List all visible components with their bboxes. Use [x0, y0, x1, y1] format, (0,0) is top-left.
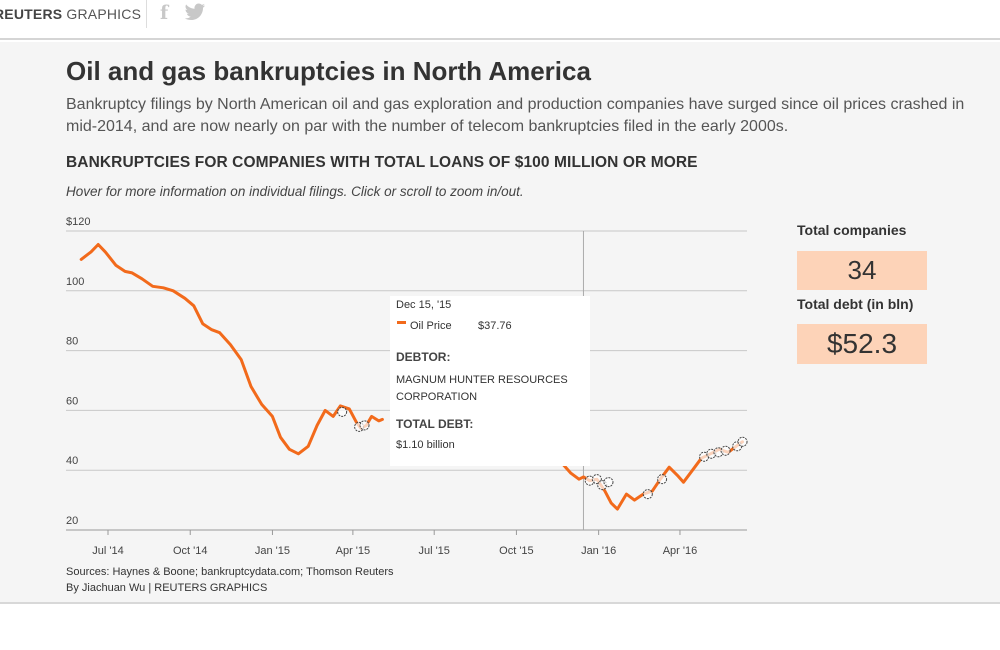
total-debt-value: $52.3: [797, 324, 927, 364]
y-tick-label: 60: [66, 395, 78, 407]
facebook-icon[interactable]: f: [160, 2, 169, 24]
filing-marker: [603, 477, 614, 488]
oil-price-chart[interactable]: $120 100 80 60 40 20 Jul '14 Oct '14 Jan '15 Apr …: [60, 210, 760, 560]
tooltip-debt-label: TOTAL DEBT:: [396, 417, 474, 431]
brand-logo[interactable]: REUTERS GRAPHICS: [0, 6, 142, 22]
byline: By Jiachuan Wu | REUTERS GRAPHICS: [66, 582, 268, 594]
total-debt-label: Total debt (in bln): [797, 296, 914, 312]
filing-marker: [720, 445, 731, 456]
tooltip-debt: $1.10 billion: [396, 439, 455, 451]
top-bar: REUTERS GRAPHICS f: [0, 0, 1000, 40]
x-tick-label: Jul '15: [418, 545, 449, 557]
tooltip-series: Oil Price: [410, 320, 452, 332]
description: Bankruptcy filings by North American oil…: [66, 96, 965, 135]
filing-marker: [359, 420, 370, 431]
filing-marker: [657, 474, 668, 485]
tooltip-value: $37.76: [478, 320, 512, 332]
chart-subheading: BANKRUPTCIES FOR COMPANIES WITH TOTAL LO…: [66, 154, 698, 171]
tooltip-date: Dec 15, '15: [396, 299, 452, 311]
sources-note: Sources: Haynes & Boone; bankruptcydata.…: [66, 566, 394, 578]
x-tick-label: Oct '15: [499, 545, 534, 557]
page-title: Oil and gas bankruptcies in North Americ…: [66, 56, 591, 86]
x-tick-label: Jan '15: [255, 545, 290, 557]
x-tick-label: Apr '16: [663, 545, 698, 557]
divider: [0, 602, 1000, 604]
x-tick-label: Jan '16: [581, 545, 616, 557]
filing-marker: [591, 474, 602, 485]
chart-hint: Hover for more information on individual…: [66, 184, 524, 199]
total-companies-value: 34: [797, 251, 927, 290]
x-tick-label: Oct '14: [173, 545, 208, 557]
series-swatch: [397, 321, 406, 324]
oil-price-line: [79, 243, 384, 456]
filing-marker: [737, 436, 748, 447]
divider: [146, 0, 147, 28]
hover-tooltip: Dec 15, '15 Oil Price $37.76 DEBTOR: MAG…: [390, 296, 590, 466]
filing-marker: [337, 406, 348, 417]
tooltip-debtor-label: DEBTOR:: [396, 350, 451, 364]
y-tick-label: 80: [66, 336, 78, 348]
y-tick-label: $120: [66, 216, 90, 228]
twitter-icon[interactable]: [184, 2, 206, 28]
y-tick-label: 40: [66, 455, 78, 467]
filing-marker: [642, 489, 653, 500]
y-tick-label: 20: [66, 515, 78, 527]
y-tick-label: 100: [66, 276, 84, 288]
x-tick-label: Jul '14: [92, 545, 123, 557]
x-tick-label: Apr '15: [336, 545, 371, 557]
total-companies-label: Total companies: [797, 222, 907, 238]
tooltip-debtor: MAGNUM HUNTER RESOURCES CORPORATION: [396, 374, 568, 403]
